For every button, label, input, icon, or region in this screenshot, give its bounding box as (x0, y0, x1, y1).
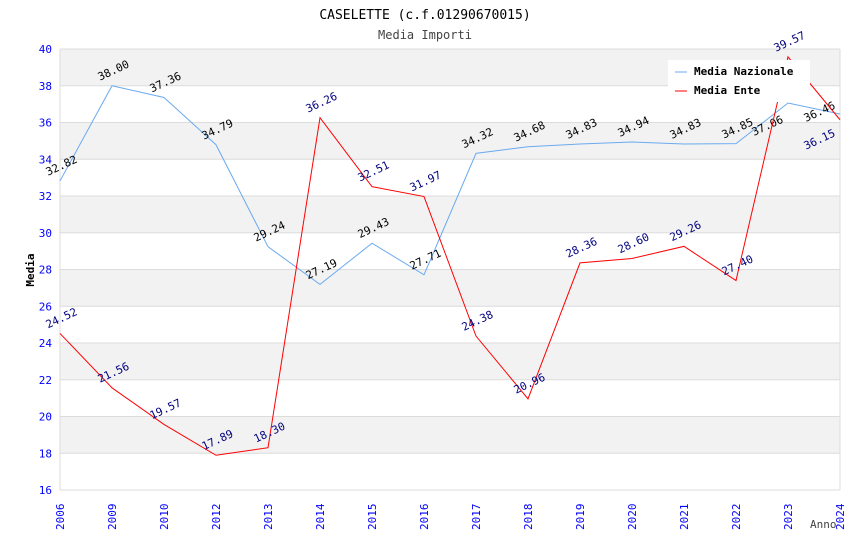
y-tick-label: 26 (39, 300, 52, 313)
grid-band (60, 122, 840, 160)
x-tick-label: 2021 (678, 504, 691, 531)
x-tick-label: 2012 (210, 504, 223, 531)
x-tick-label: 2024 (834, 503, 847, 530)
x-tick-label: 2018 (522, 504, 535, 531)
grid-band (60, 416, 840, 454)
legend-label-ente: Media Ente (694, 84, 761, 97)
data-label: 28.36 (564, 235, 600, 261)
y-tick-label: 34 (39, 153, 53, 166)
grid-band (60, 269, 840, 307)
data-label: 32.51 (356, 159, 392, 185)
y-tick-label: 28 (39, 264, 52, 277)
y-tick-label: 38 (39, 80, 52, 93)
legend: Media Nazionale Media Ente (668, 60, 810, 102)
x-tick-label: 2014 (314, 503, 327, 530)
x-tick-label: 2016 (418, 504, 431, 531)
y-tick-label: 36 (39, 117, 52, 130)
data-label: 36.26 (304, 90, 340, 116)
chart-title: CASELETTE (c.f.01290670015) (319, 8, 530, 23)
x-tick-label: 2023 (782, 504, 795, 531)
data-label: 27.71 (408, 247, 444, 273)
x-tick-label: 2013 (262, 504, 275, 531)
x-axis-label: Anno (810, 518, 837, 531)
x-tick-label: 2006 (54, 504, 67, 531)
grid-band (60, 343, 840, 380)
series-line-nazionale (59, 85, 841, 286)
x-tick-label: 2017 (470, 504, 483, 531)
x-tick-label: 2009 (106, 504, 119, 531)
chart-subtitle: Media Importi (378, 28, 472, 42)
x-tick-label: 2022 (730, 504, 743, 531)
y-tick-label: 30 (39, 227, 52, 240)
y-tick-label: 20 (39, 411, 52, 424)
y-tick-label: 32 (39, 190, 52, 203)
legend-label-nazionale: Media Nazionale (694, 65, 794, 78)
y-tick-label: 40 (39, 43, 52, 56)
y-tick-label: 18 (39, 447, 52, 460)
x-tick-label: 2010 (158, 504, 171, 531)
y-tick-label: 22 (39, 374, 52, 387)
x-tick-label: 2015 (366, 504, 379, 531)
x-tick-label: 2020 (626, 504, 639, 531)
y-tick-label: 24 (39, 337, 53, 350)
data-label: 24.38 (460, 308, 496, 334)
data-label: 31.97 (408, 168, 444, 194)
x-tick-label: 2019 (574, 504, 587, 531)
y-axis-label: Media (24, 253, 37, 286)
data-label: 28.60 (616, 230, 652, 256)
data-label: 36.46 (802, 99, 838, 125)
series-line-ente (59, 55, 841, 456)
y-tick-label: 16 (39, 484, 52, 497)
